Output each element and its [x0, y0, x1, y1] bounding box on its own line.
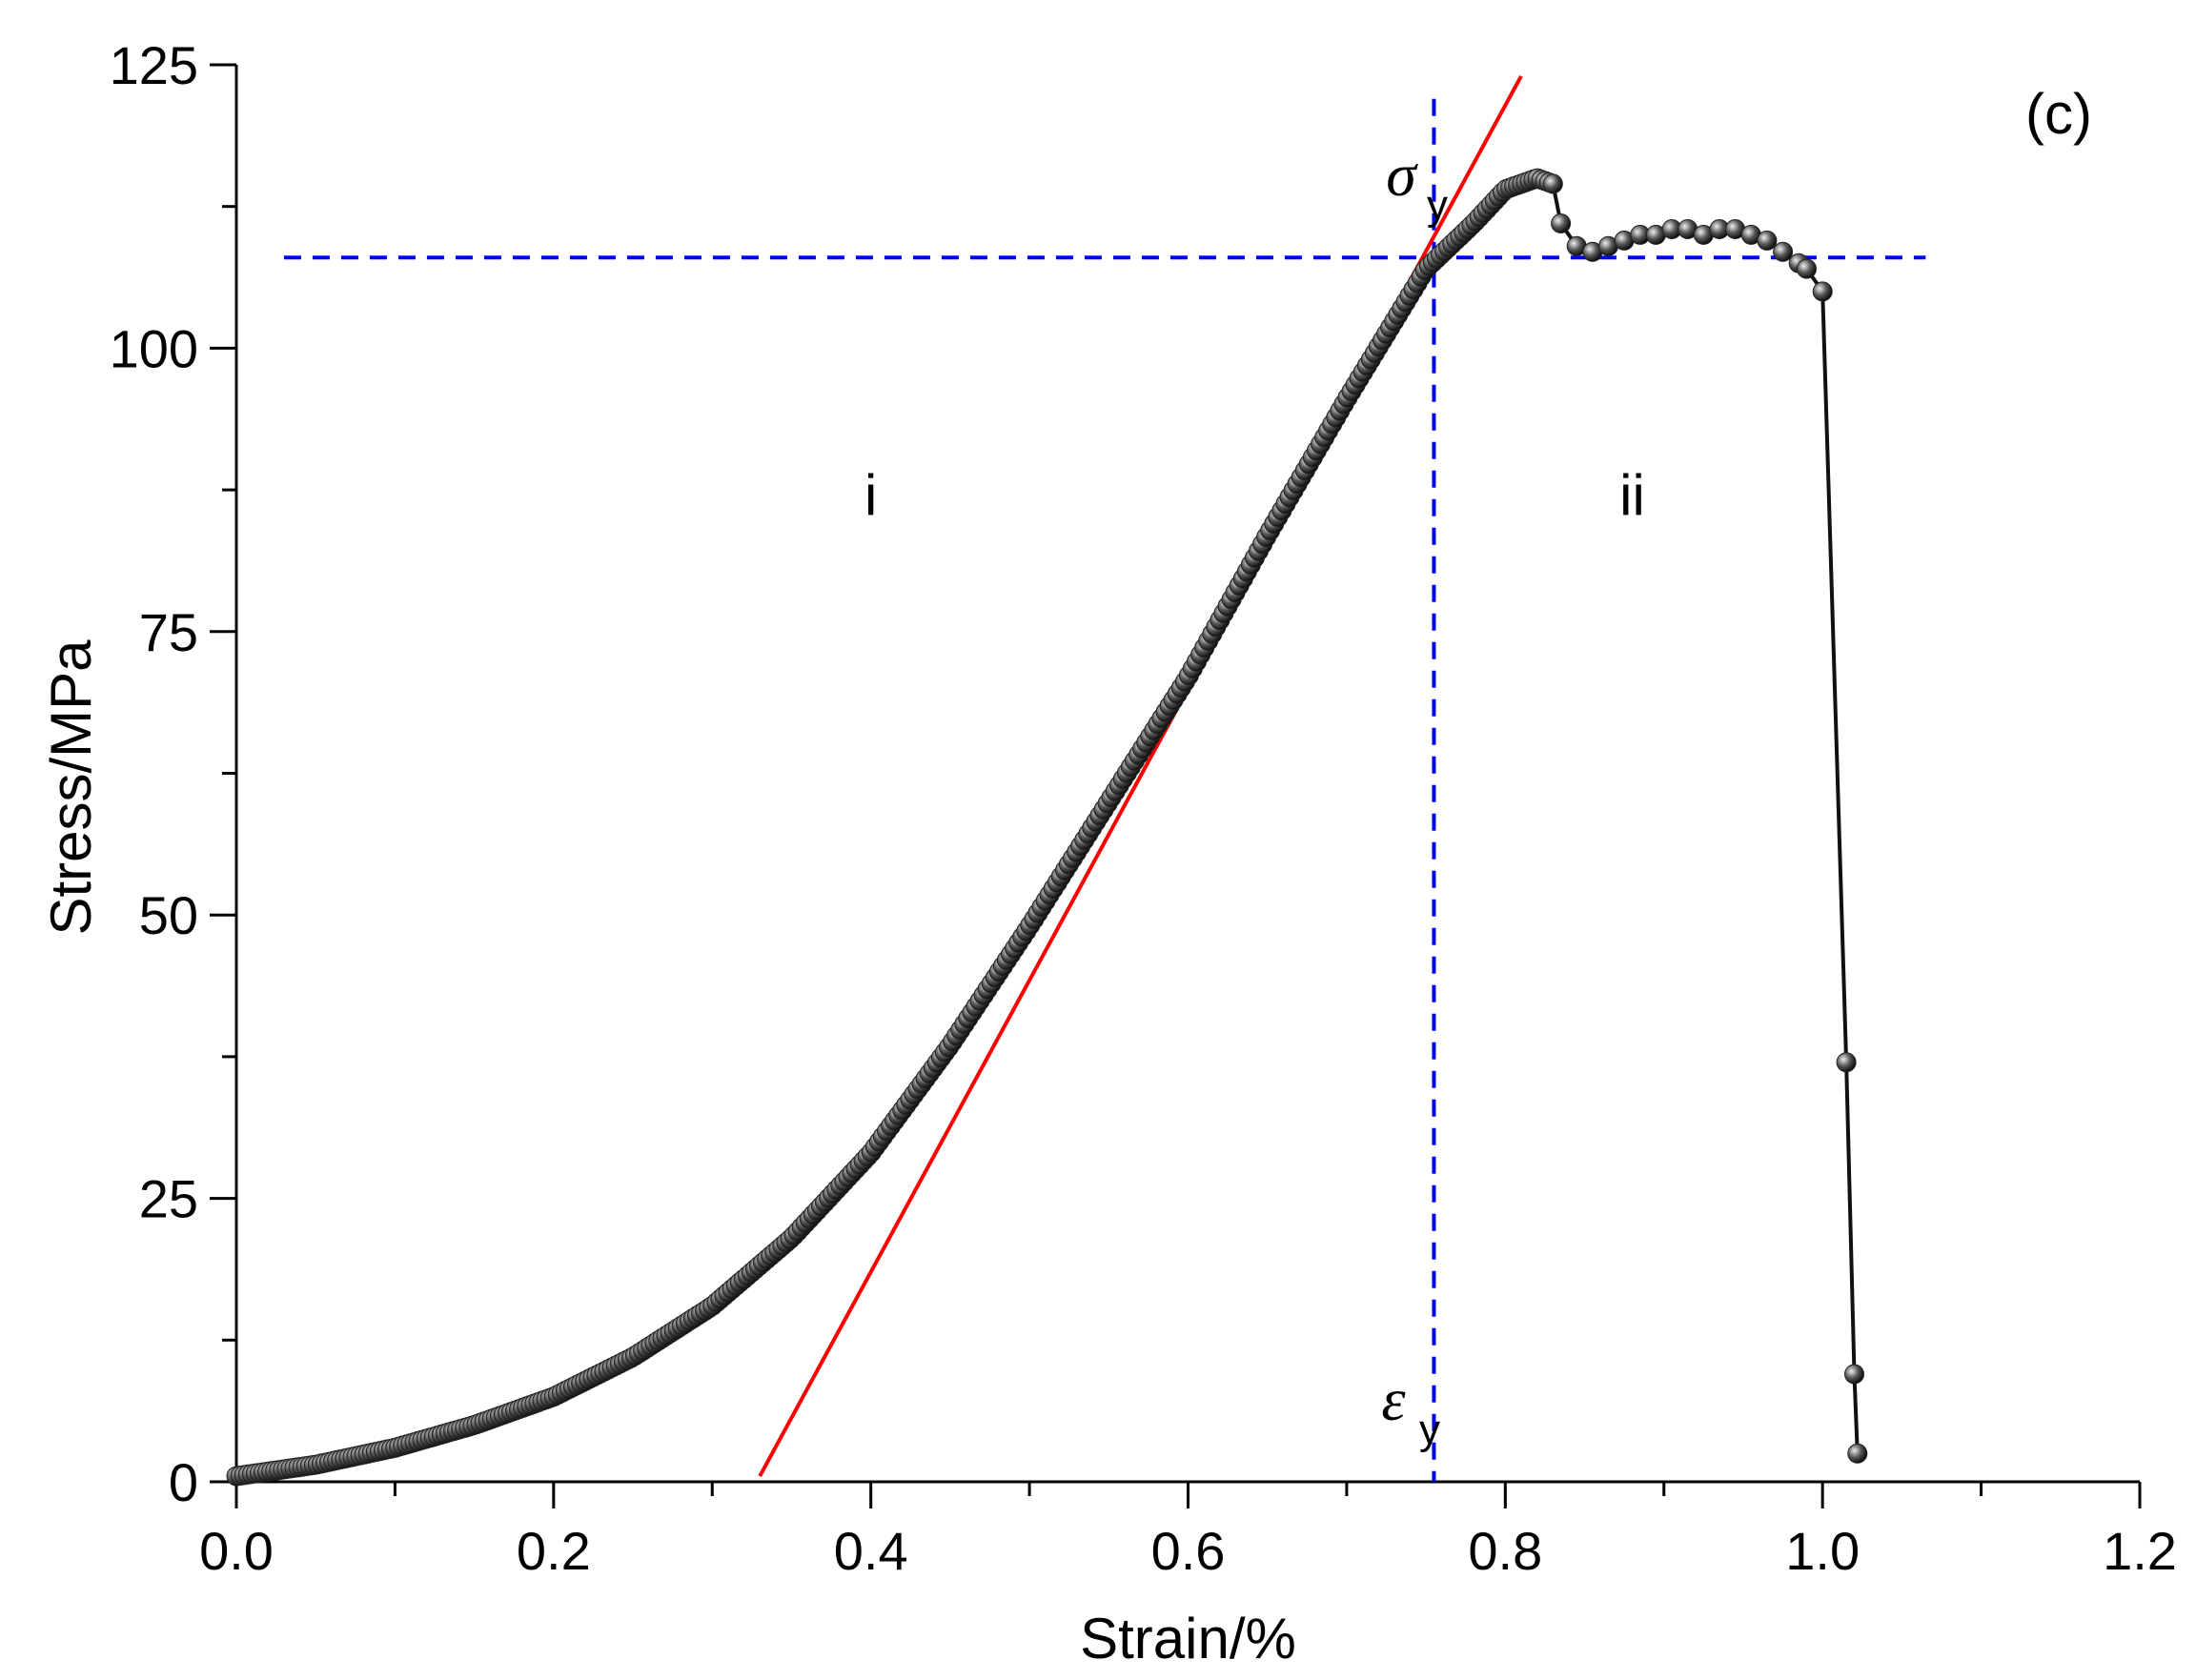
x-tick-label: 0.0: [199, 1521, 274, 1581]
y-tick-label: 75: [139, 602, 198, 662]
axes: 0.0 0.2 0.4 0.6 0.8 1.0 1.2 0 25 50 75 100 125 Strain…: [39, 35, 2177, 1670]
y-tick-label: 125: [110, 35, 198, 95]
series-line: [235, 175, 1860, 1479]
y-axis-title: Stress/MPa: [39, 639, 103, 936]
panel-label: (c): [2025, 82, 2092, 146]
data-point: [1757, 230, 1778, 251]
data-point: [1836, 1052, 1857, 1073]
data-point: [1812, 281, 1833, 302]
yield-strain-subscript: y: [1419, 1407, 1440, 1453]
y-tick-label: 100: [110, 318, 198, 378]
x-tick-label: 1.2: [2103, 1521, 2177, 1581]
data-point: [1797, 258, 1817, 279]
region-label: ii: [1619, 463, 1645, 527]
reference-lines: [283, 98, 1926, 1482]
data-series: [226, 168, 1868, 1487]
y-tick-label: 50: [139, 885, 198, 945]
y-tick-label: 25: [139, 1169, 198, 1229]
x-tick-label: 0.2: [517, 1521, 591, 1581]
data-point: [1542, 173, 1563, 194]
yield-stress-subscript: y: [1427, 182, 1448, 229]
x-tick-label: 1.0: [1785, 1521, 1860, 1581]
x-tick-label: 0.4: [834, 1521, 908, 1581]
data-point: [1844, 1364, 1864, 1385]
x-tick-label: 0.6: [1151, 1521, 1226, 1581]
data-point: [1551, 213, 1572, 233]
data-point: [1773, 241, 1794, 262]
annotations: i ii(c)σ yε y: [864, 82, 2092, 1453]
data-point: [1847, 1443, 1868, 1464]
yield-strain-symbol: ε: [1381, 1366, 1406, 1433]
x-axis-title: Strain/%: [1080, 1607, 1296, 1670]
y-tick-label: 0: [169, 1452, 198, 1512]
region-label: i: [864, 463, 877, 527]
x-tick-label: 0.8: [1468, 1521, 1542, 1581]
yield-stress-symbol: σ: [1386, 141, 1418, 209]
